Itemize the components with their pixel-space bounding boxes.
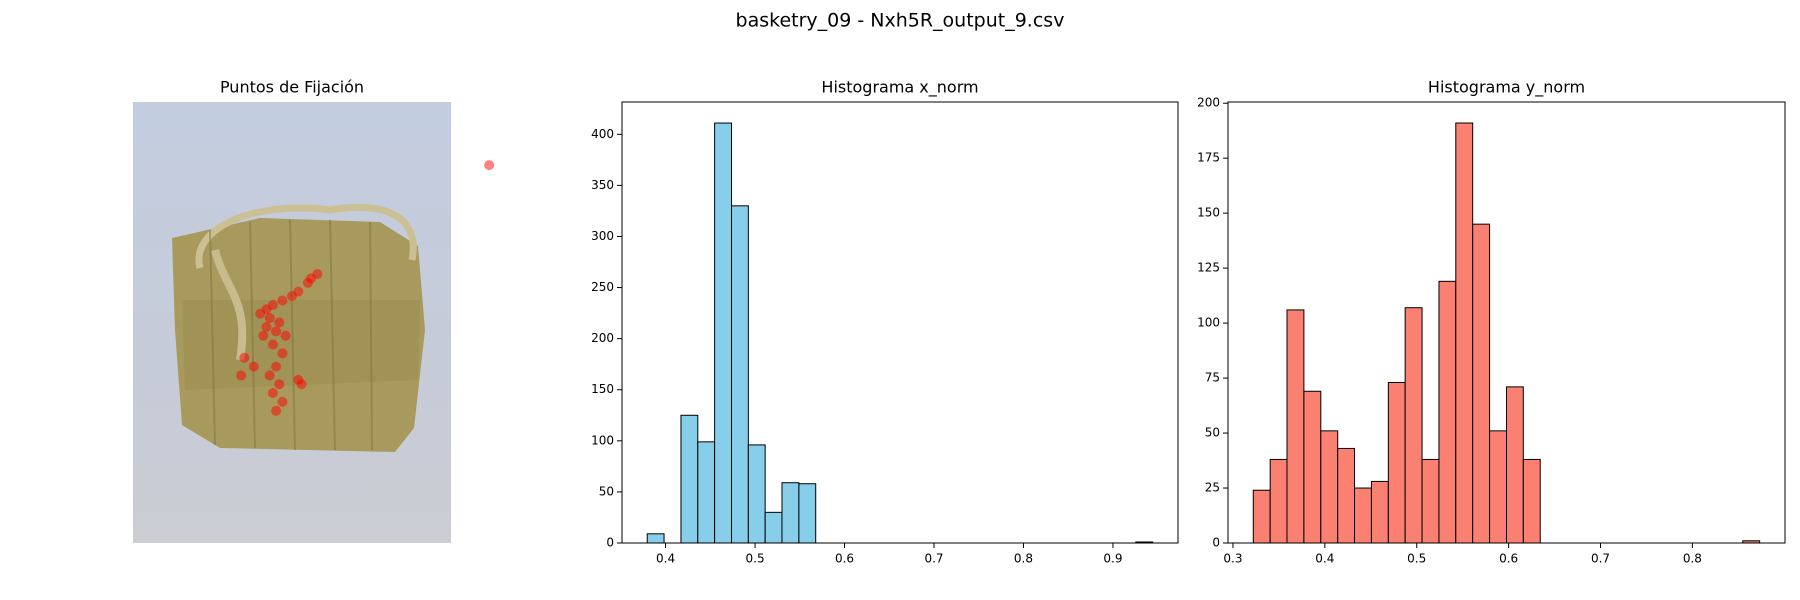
bar [1252, 489, 1271, 544]
fixation-point [271, 405, 282, 416]
fixation-point [236, 370, 247, 381]
x-tick-label: 0.6 [835, 552, 854, 566]
bar [1472, 223, 1491, 544]
bar [1506, 386, 1524, 544]
axes-title: Histograma y_norm [1428, 78, 1585, 98]
x-tick-label: 0.7 [1591, 552, 1610, 566]
fixation-point [274, 317, 285, 328]
bar [731, 205, 749, 544]
y-tick-label: 150 [1197, 206, 1220, 220]
bar [646, 533, 665, 544]
y-tick-label: 25 [1205, 481, 1220, 495]
axes-frame [1227, 101, 1786, 544]
bar [1269, 458, 1288, 544]
fixation-point [302, 277, 313, 288]
bar [680, 414, 699, 544]
fixation-point [277, 295, 288, 306]
bar [1370, 480, 1389, 544]
y-tick-label: 150 [591, 382, 614, 396]
fixation-point [264, 370, 275, 381]
fixation-point [258, 330, 269, 341]
fixation-point [484, 160, 495, 171]
fixation-point [277, 396, 288, 407]
axes-title: Histograma x_norm [821, 78, 978, 98]
fixation-point [261, 321, 272, 332]
bar [798, 483, 817, 544]
bar [1286, 309, 1305, 544]
bar [1489, 430, 1508, 544]
bar [1387, 381, 1406, 544]
y-tick-label: 50 [1205, 426, 1220, 440]
y-tick-label: 200 [1197, 96, 1220, 110]
y-tick-label: 100 [591, 433, 614, 447]
y-tick-label: 125 [1197, 261, 1220, 275]
axes-frame [621, 101, 1179, 544]
y-tick-label: 75 [1205, 371, 1220, 385]
fixation-point [267, 339, 278, 350]
fixation-point [287, 291, 297, 302]
y-tick-label: 200 [591, 331, 614, 345]
fixation-point [277, 348, 288, 359]
bar [697, 441, 716, 544]
fixation-point [280, 330, 291, 341]
y-tick-label: 175 [1197, 151, 1220, 165]
bar [1438, 280, 1457, 544]
bar [1522, 458, 1541, 544]
fixation-point [239, 352, 250, 363]
fixation-point [271, 326, 282, 337]
figure-title: basketry_09 - Nxh5R_output_9.csv [736, 10, 1065, 32]
fixation-point [274, 379, 285, 390]
fixation-point [248, 361, 259, 372]
x-tick-label: 0.8 [1683, 552, 1702, 566]
x-tick-label: 0.9 [1103, 552, 1122, 566]
x-tick-label: 0.4 [1315, 552, 1334, 566]
fixation-point [271, 361, 282, 372]
bar [1337, 447, 1356, 544]
bar [1404, 307, 1423, 544]
bar [1455, 122, 1474, 544]
y-tick-label: 400 [591, 127, 614, 141]
fixation-point [312, 268, 323, 279]
y-tick-label: 350 [591, 178, 614, 192]
y-tick-label: 300 [591, 229, 614, 243]
bar [1421, 458, 1440, 544]
photo [133, 102, 451, 543]
bar [1303, 390, 1322, 544]
bar [781, 482, 800, 544]
bar [747, 444, 766, 544]
y-tick-label: 100 [1197, 316, 1220, 330]
fixation-point [296, 379, 307, 390]
x-tick-label: 0.4 [656, 552, 675, 566]
bar [714, 122, 733, 544]
bar [1320, 430, 1339, 544]
y-tick-label: 0 [606, 536, 614, 550]
fixation-point [255, 308, 266, 319]
fixation-point [264, 313, 275, 324]
x-tick-label: 0.3 [1223, 552, 1242, 566]
axes-title: Puntos de Fijación [220, 78, 364, 97]
x-tick-label: 0.5 [746, 552, 765, 566]
x-tick-label: 0.7 [924, 552, 943, 566]
y-tick-label: 250 [591, 280, 614, 294]
bar [764, 511, 783, 544]
fixation-point [267, 388, 278, 399]
x-tick-label: 0.8 [1014, 552, 1033, 566]
bar [1354, 487, 1372, 544]
x-tick-label: 0.5 [1407, 552, 1426, 566]
x-tick-label: 0.6 [1499, 552, 1518, 566]
y-tick-label: 0 [1212, 536, 1220, 550]
y-tick-label: 50 [599, 484, 614, 498]
